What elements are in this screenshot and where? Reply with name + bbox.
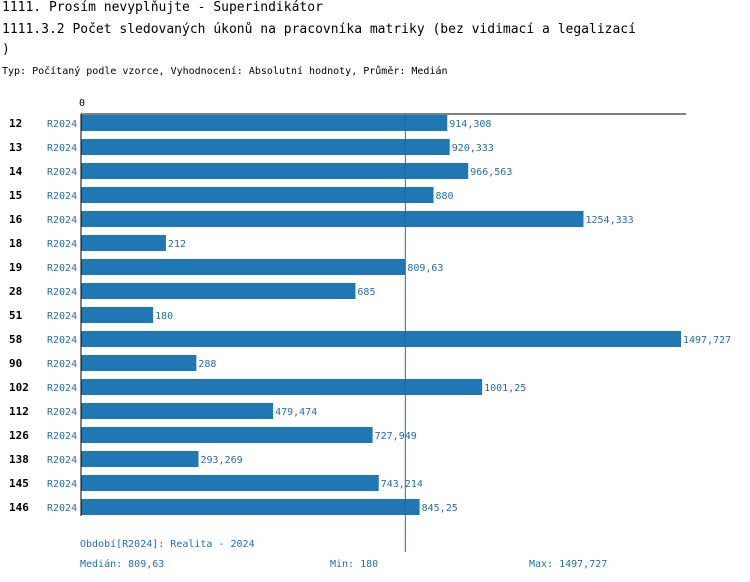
- bar-value-label: 479,474: [275, 407, 317, 418]
- bar-value-label: 180: [155, 311, 173, 322]
- row-period: R2024: [47, 383, 77, 394]
- row-id: 28: [9, 285, 22, 298]
- row-period: R2024: [47, 335, 77, 346]
- row-id: 102: [9, 381, 29, 394]
- row-period: R2024: [47, 479, 77, 490]
- footer-min: Min: 180: [330, 559, 379, 570]
- bar: [81, 187, 434, 203]
- page-title: 1111. Prosím nevyplňujte - Superindikáto…: [2, 0, 323, 15]
- row-id: 14: [9, 165, 23, 178]
- row-period: R2024: [47, 359, 77, 370]
- row-period: R2024: [47, 263, 77, 274]
- chart-info: Typ: Počítaný podle vzorce, Vyhodnocení:…: [2, 66, 448, 77]
- row-id: 19: [9, 261, 22, 274]
- bar: [81, 307, 154, 323]
- row-id: 58: [9, 333, 22, 346]
- bar: [81, 403, 274, 419]
- row-id: 145: [9, 477, 29, 490]
- row-id: 138: [9, 453, 29, 466]
- bar: [81, 355, 197, 371]
- bar: [81, 475, 379, 491]
- bar-value-label: 743,214: [381, 479, 423, 490]
- footer-period: Období[R2024]: Realita - 2024: [80, 539, 255, 550]
- row-id: 90: [9, 357, 22, 370]
- bar-value-label: 880: [436, 191, 454, 202]
- bar-value-label: 288: [198, 359, 216, 370]
- bar: [81, 379, 483, 395]
- row-id: 15: [9, 189, 22, 202]
- row-id: 18: [9, 237, 22, 250]
- bar-value-label: 920,333: [452, 143, 494, 154]
- bar-value-label: 727,949: [375, 431, 417, 442]
- bar-value-label: 293,269: [200, 455, 242, 466]
- bar-value-label: 1001,25: [484, 383, 526, 394]
- row-id: 13: [9, 141, 22, 154]
- row-id: 126: [9, 429, 29, 442]
- bar: [81, 427, 373, 443]
- row-period: R2024: [47, 215, 77, 226]
- footer-median: Medián: 809,63: [80, 559, 165, 570]
- bar-value-label: 845,25: [422, 503, 458, 514]
- bar: [81, 451, 199, 467]
- bar-value-label: 966,563: [470, 167, 512, 178]
- bar: [81, 259, 406, 275]
- row-period: R2024: [47, 287, 77, 298]
- row-id: 146: [9, 501, 29, 514]
- row-period: R2024: [47, 167, 77, 178]
- bar-value-label: 1497,727: [683, 335, 731, 346]
- row-period: R2024: [47, 311, 77, 322]
- bar: [81, 163, 469, 179]
- row-period: R2024: [47, 239, 77, 250]
- chart-subtitle-continuation: ): [2, 42, 10, 57]
- bar: [81, 331, 681, 347]
- footer-max: Max: 1497,727: [529, 559, 608, 570]
- bar-value-label: 685: [357, 287, 375, 298]
- row-period: R2024: [47, 191, 77, 202]
- bar: [81, 139, 450, 155]
- row-id: 16: [9, 213, 23, 226]
- bar: [81, 499, 420, 515]
- row-period: R2024: [47, 503, 77, 514]
- bar-value-label: 1254,333: [585, 215, 633, 226]
- row-id: 12: [9, 117, 22, 130]
- chart-subtitle: 1111.3.2 Počet sledovaných úkonů na prac…: [2, 22, 636, 37]
- bar: [81, 115, 448, 131]
- axis-zero-label: 0: [79, 98, 85, 109]
- bar: [81, 211, 584, 227]
- bar: [81, 235, 166, 251]
- bar-value-label: 914,308: [449, 119, 491, 130]
- row-period: R2024: [47, 431, 77, 442]
- row-period: R2024: [47, 455, 77, 466]
- bar-value-label: 809,63: [407, 263, 443, 274]
- row-period: R2024: [47, 119, 77, 130]
- row-id: 112: [9, 405, 29, 418]
- bar: [81, 283, 356, 299]
- row-period: R2024: [47, 143, 77, 154]
- row-period: R2024: [47, 407, 77, 418]
- bar-value-label: 212: [168, 239, 186, 250]
- row-id: 51: [9, 309, 23, 322]
